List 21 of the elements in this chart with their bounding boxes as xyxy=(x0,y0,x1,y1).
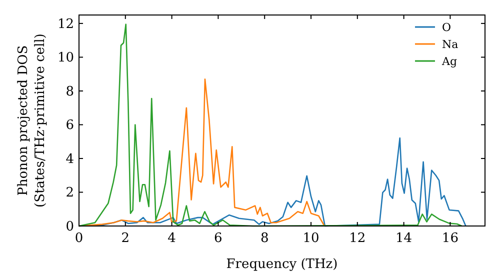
x-tick-label: 14 xyxy=(396,231,412,246)
x-tick-label: 10 xyxy=(302,231,320,246)
legend-label: O xyxy=(442,21,452,34)
y-tick-label: 0 xyxy=(66,220,74,234)
legend-label: Ag xyxy=(441,55,457,68)
y-tick-label: 12 xyxy=(57,16,74,32)
y-tick-label: 6 xyxy=(66,118,74,134)
y-tick-label: 4 xyxy=(66,152,74,167)
x-tick-label: 6 xyxy=(214,231,222,246)
x-tick-label: 4 xyxy=(168,231,176,246)
x-tick-label: 16 xyxy=(442,231,458,246)
x-tick-label: 12 xyxy=(349,231,366,246)
y-tick-label: 2 xyxy=(66,186,74,201)
y-tick-label: 10 xyxy=(57,50,74,66)
x-tick-label: 8 xyxy=(260,231,269,246)
y-axis-title: Phonon projected DOS (States/THz·primitive cell) xyxy=(16,33,48,208)
legend-label: Na xyxy=(442,38,459,51)
x-axis-title: Frequency (THz) xyxy=(226,257,338,272)
x-tick-label: 2 xyxy=(121,231,130,246)
y-tick-label: 8 xyxy=(66,84,74,100)
line-series xyxy=(78,24,462,227)
